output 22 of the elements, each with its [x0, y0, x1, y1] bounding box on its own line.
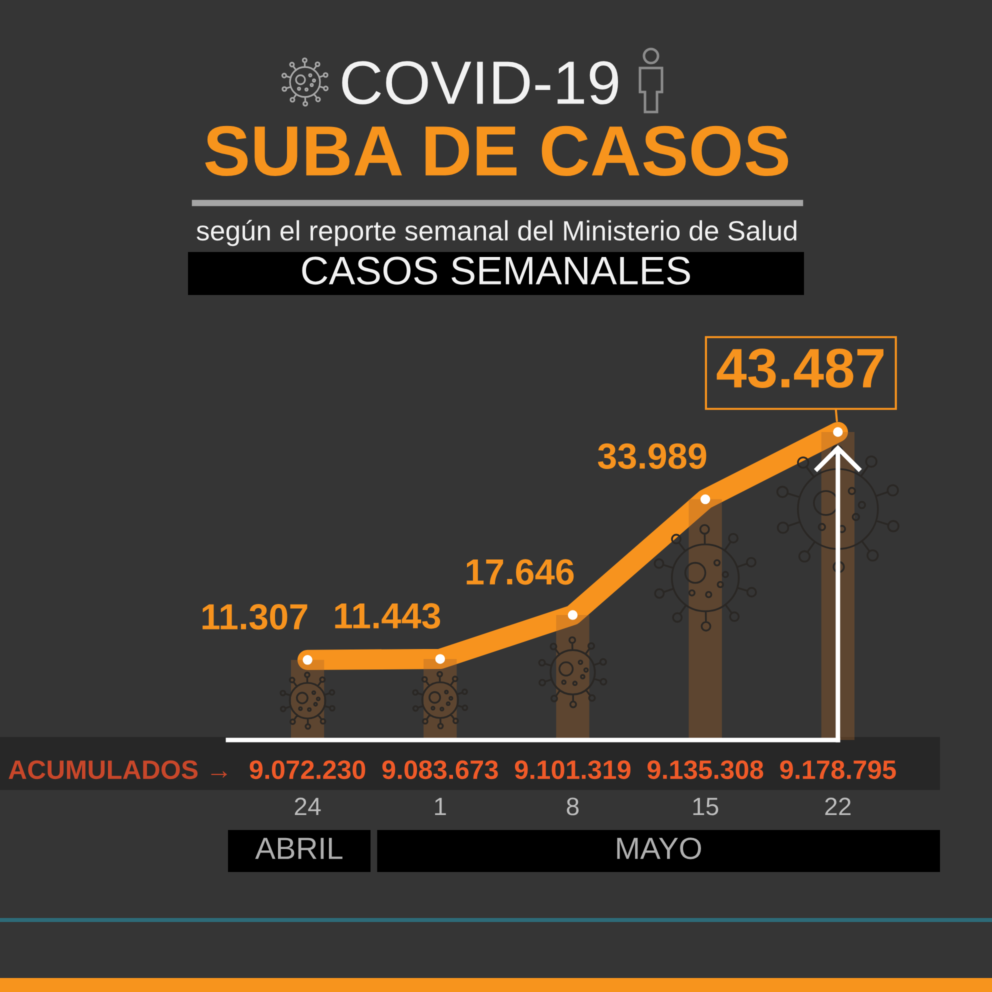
text: ABRIL — [255, 838, 342, 859]
text: MAYO — [617, 838, 701, 860]
text: 9.083.673 — [382, 760, 498, 780]
data-label: 17.646 — [466, 559, 574, 585]
data-label: 43.487 — [716, 348, 884, 388]
data-label: 11.443 — [335, 603, 440, 629]
x-tick-label: 1 — [435, 798, 446, 816]
text: 9.135.308 — [648, 760, 764, 780]
text: CASOS SEMANALES — [302, 256, 690, 285]
data-label: 33.989 — [598, 443, 706, 470]
chart-subtitle: SUBA DE CASOS — [205, 126, 788, 176]
x-tick-label: 24 — [294, 798, 321, 816]
text: 9.178.795 — [780, 760, 896, 780]
chart-title: COVID-19 — [342, 61, 618, 104]
text: 9.101.319 — [514, 760, 630, 780]
x-tick-label: 8 — [566, 798, 579, 816]
text: ACUMULADOS → — [8, 760, 227, 780]
x-tick-label: 15 — [693, 798, 718, 816]
x-tick-label: 22 — [825, 798, 851, 816]
text: 9.072.230 — [250, 760, 366, 780]
data-label: 11.307 — [202, 604, 308, 630]
text: según el reporte semanal del Ministerio de Salud — [196, 220, 796, 246]
